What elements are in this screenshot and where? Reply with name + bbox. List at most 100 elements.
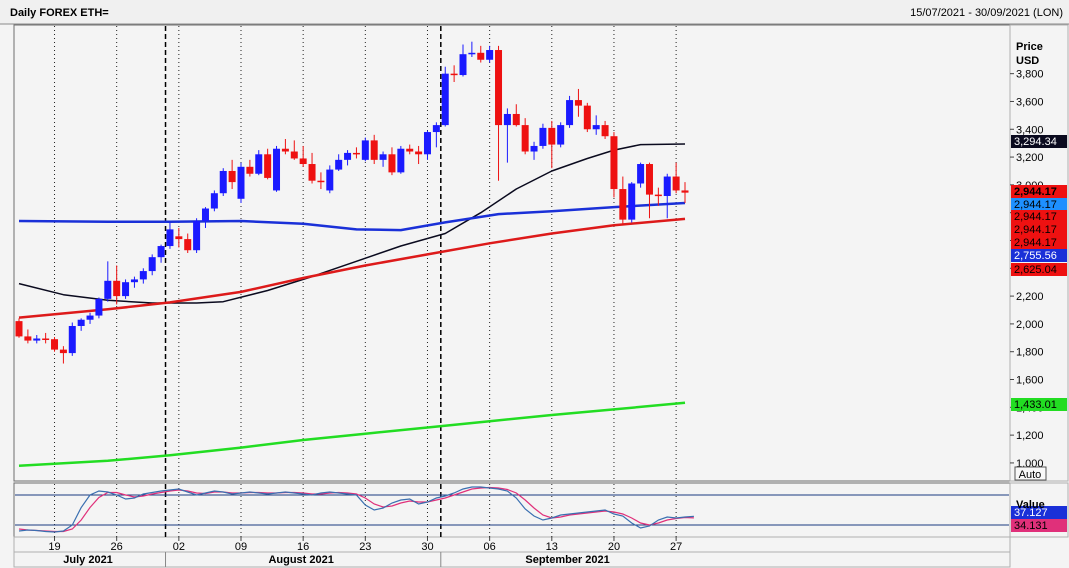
candle-body — [521, 125, 529, 152]
value-tags: 3,294.342,944.172,944.172,944.172,944.17… — [1011, 135, 1067, 532]
y-tick-label: 1,600 — [1016, 375, 1044, 387]
candle[interactable] — [432, 122, 440, 148]
candle[interactable] — [654, 187, 662, 206]
candle[interactable] — [379, 151, 387, 167]
candle[interactable] — [104, 261, 112, 302]
candle[interactable] — [264, 148, 272, 180]
candle[interactable] — [148, 254, 156, 276]
candle-body — [264, 154, 272, 178]
candle[interactable] — [406, 144, 414, 155]
candle[interactable] — [574, 88, 582, 117]
auto-scale-button[interactable] — [1014, 466, 1047, 481]
candle[interactable] — [255, 150, 263, 176]
candle[interactable] — [423, 130, 431, 160]
candle[interactable] — [201, 207, 209, 228]
y-tick-label: 3,800 — [1016, 69, 1044, 81]
candle[interactable] — [370, 134, 378, 165]
candle-body — [610, 136, 618, 190]
candle[interactable] — [237, 162, 245, 203]
candle[interactable] — [539, 123, 547, 149]
candle[interactable] — [637, 162, 645, 188]
candle[interactable] — [15, 318, 23, 338]
candle[interactable] — [441, 66, 449, 127]
candle[interactable] — [601, 120, 609, 139]
candle-body — [601, 125, 609, 137]
candle[interactable] — [184, 233, 192, 253]
candle[interactable] — [459, 44, 467, 77]
candle-body — [441, 73, 449, 126]
price-pane[interactable] — [13, 24, 1011, 482]
candle[interactable] — [113, 265, 121, 305]
value-tag — [1011, 185, 1067, 198]
candle[interactable] — [548, 120, 556, 169]
candle[interactable] — [450, 65, 458, 82]
candle[interactable] — [33, 335, 41, 344]
candle[interactable] — [68, 322, 76, 356]
candle[interactable] — [619, 176, 627, 226]
candle[interactable] — [388, 147, 396, 176]
header-bar — [0, 0, 1069, 24]
candle[interactable] — [130, 276, 138, 288]
candle[interactable] — [86, 312, 94, 324]
candle-body — [592, 125, 600, 130]
candle[interactable] — [299, 145, 307, 167]
candle[interactable] — [503, 108, 511, 163]
candle[interactable] — [610, 132, 618, 198]
candle[interactable] — [326, 165, 334, 194]
candle[interactable] — [175, 227, 183, 248]
candle[interactable] — [495, 45, 503, 181]
candle[interactable] — [486, 45, 494, 63]
candle[interactable] — [530, 141, 538, 160]
candle[interactable] — [193, 218, 201, 253]
candle[interactable] — [219, 168, 227, 196]
candle[interactable] — [317, 172, 325, 190]
candle[interactable] — [157, 244, 165, 263]
candle[interactable] — [308, 152, 316, 184]
candle[interactable] — [281, 139, 289, 155]
candle[interactable] — [557, 122, 565, 148]
candle[interactable] — [273, 145, 281, 192]
candle[interactable] — [246, 159, 254, 177]
moving-average-ma_mid — [18, 201, 686, 232]
candle[interactable] — [468, 41, 476, 57]
candle-body — [344, 152, 352, 160]
candle[interactable] — [166, 222, 174, 249]
candle-body — [201, 208, 209, 222]
candle[interactable] — [77, 318, 85, 331]
candle-body — [130, 279, 138, 283]
candle[interactable] — [583, 102, 591, 133]
candle[interactable] — [352, 147, 360, 159]
candle[interactable] — [397, 145, 405, 174]
candle[interactable] — [512, 104, 520, 127]
candle[interactable] — [681, 182, 689, 203]
candle[interactable] — [335, 154, 343, 171]
candle[interactable] — [139, 268, 147, 284]
candle-body — [95, 298, 103, 316]
x-axis-labels: 19 26 02 09 16 23 30 06 13 20 27 July 2021 August 20… — [48, 537, 682, 567]
candle[interactable] — [415, 145, 423, 165]
candle[interactable] — [592, 115, 600, 135]
candle-body — [139, 271, 147, 280]
candle-body — [663, 176, 671, 196]
candle[interactable] — [95, 297, 103, 319]
candle[interactable] — [663, 173, 671, 219]
candle[interactable] — [122, 279, 130, 299]
x-tick-label: 30 — [421, 541, 433, 553]
candle[interactable] — [566, 95, 574, 128]
candle[interactable] — [210, 190, 218, 212]
candle[interactable] — [477, 45, 485, 63]
candle[interactable] — [645, 162, 653, 219]
stochastic-k-line — [18, 486, 694, 533]
candle[interactable] — [521, 118, 529, 155]
candle[interactable] — [42, 332, 50, 344]
candle[interactable] — [290, 140, 298, 160]
candle[interactable] — [672, 162, 680, 194]
candle[interactable] — [24, 329, 32, 344]
moving-average-ma_far — [18, 401, 686, 468]
candle[interactable] — [344, 150, 352, 166]
candle[interactable] — [51, 337, 59, 352]
candle[interactable] — [628, 182, 636, 223]
candle[interactable] — [59, 346, 67, 364]
candle[interactable] — [228, 159, 236, 190]
candle[interactable] — [361, 137, 369, 162]
